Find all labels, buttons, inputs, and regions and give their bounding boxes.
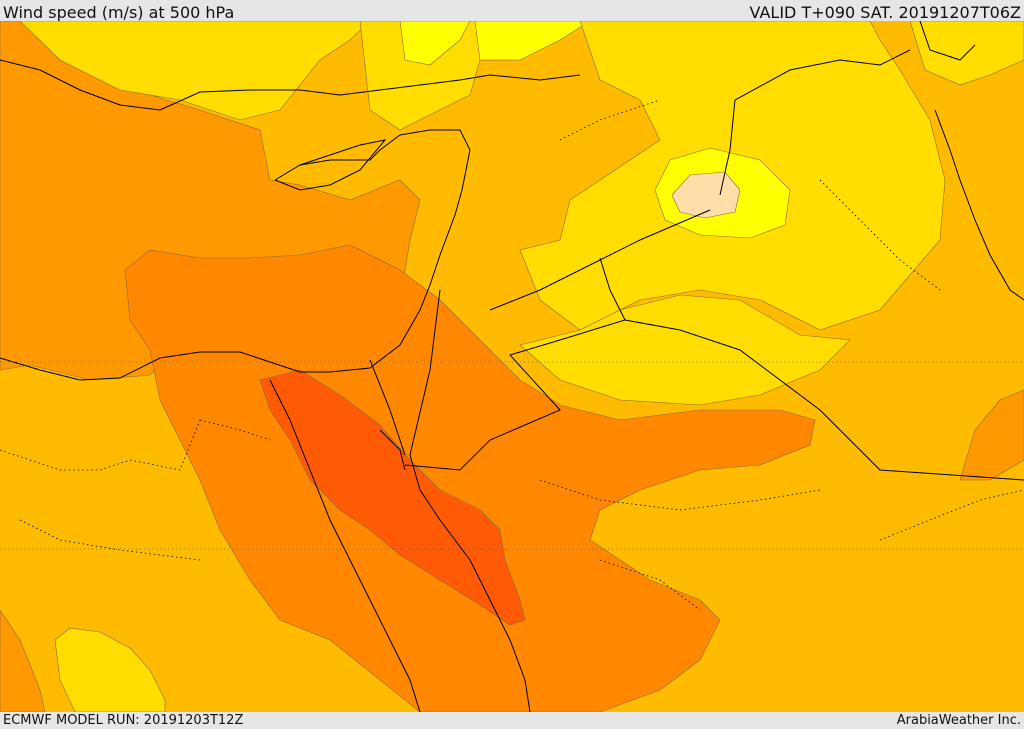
lat-lon-grid: [0, 361, 1024, 550]
band-yellow-sw: [54, 627, 166, 712]
band-red-orange-core: [259, 369, 526, 626]
political-borders: [369, 49, 1024, 481]
wind-speed-map: [0, 21, 1024, 712]
model-run-label: ECMWF MODEL RUN: 20191203T12Z: [3, 713, 244, 728]
valid-time-label: VALID T+090 SAT. 20191207T06Z: [749, 3, 1021, 22]
map-canvas: [0, 21, 1024, 712]
credit-label: ArabiaWeather Inc.: [896, 713, 1021, 728]
country-borders: [0, 99, 1024, 611]
map-title: Wind speed (m/s) at 500 hPa: [3, 3, 235, 22]
header-bar: Wind speed (m/s) at 500 hPa VALID T+090 …: [0, 0, 1024, 22]
band-dark-orange-central: [124, 244, 816, 712]
band-orange-sw: [0, 609, 46, 712]
band-orange-se: [959, 389, 1024, 481]
footer-bar: ECMWF MODEL RUN: 20191203T12Z ArabiaWeat…: [0, 712, 1024, 729]
coastlines: [0, 21, 1024, 712]
band-light-yellow-north: [399, 21, 591, 66]
band-yellow-north: [19, 21, 371, 121]
